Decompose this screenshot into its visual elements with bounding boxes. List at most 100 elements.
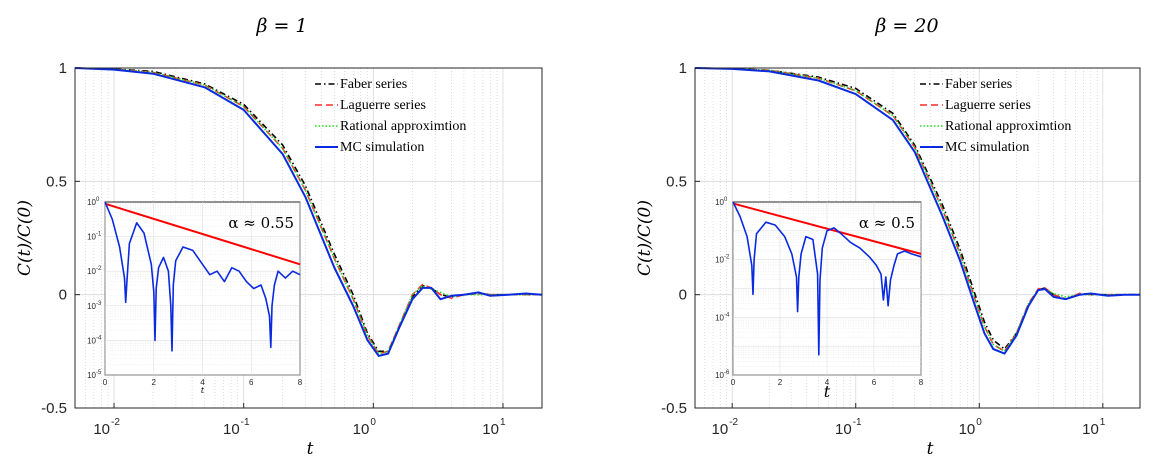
y-tick-label: 0 [679,287,687,304]
inset-y-tick-exponent: -4 [96,335,102,341]
legend-label: Laguerre series [340,98,426,113]
legend-label: Faber series [945,77,1012,92]
inset-y-tick-label: 10 0 [715,197,728,207]
legend-label: MC simulation [340,140,424,155]
panel-title: β = 1 [255,15,307,37]
inset-x-tick-label: 6 [249,378,254,387]
inset-x-tick-label: 8 [298,378,303,387]
inset-y-tick-label: 10 -4 [87,335,102,345]
series-layer [694,67,1140,355]
y-tick-label: 1 [679,60,687,77]
x-tick-exponent: 1 [500,417,506,428]
series-line-rational-approximtion [74,67,542,355]
series-layer [74,67,543,357]
y-tick-label: -0.5 [41,400,67,417]
inset-y-tick-label: 10 -4 [715,312,730,322]
x-tick-label: 10 -2 [712,417,739,438]
inset-y-tick-base: 10 [87,267,96,276]
y-tick-label: 0 [59,287,67,304]
inset-y-tick-base: 10 [87,233,96,242]
x-tick-exponent: -2 [729,417,738,428]
x-axis-label: t [927,439,934,459]
x-tick-base: 10 [353,421,370,438]
inset-y-tick-exponent: 0 [724,197,728,203]
legend: Faber series Laguerre series Rational appr… [920,77,1071,155]
legend-label: MC simulation [945,140,1029,155]
inset-x-tick-label: 0 [731,378,736,387]
series-line-faber-series [694,67,1140,350]
y-tick-label: 0.5 [666,173,687,190]
x-tick-label: 10 -1 [223,417,250,438]
inset-y-tick-exponent: 0 [96,197,100,203]
legend-label: Laguerre series [945,98,1031,113]
inset-y-tick-label: 10 -6 [715,370,730,380]
x-tick-exponent: 0 [976,417,982,428]
inset-x-axis-label: t [201,386,205,395]
inset-y-tick-base: 10 [87,336,96,345]
plot-frame [694,67,1141,409]
inset-y-tick-base: 10 [87,371,96,380]
inset-x-tick-label: 2 [152,378,157,387]
inset-x-axis-label: t [824,382,831,401]
inset-x-tick-label: 2 [778,378,783,387]
y-axis-label: C(t)/C(0) [15,200,35,276]
inset-y-tick-base: 10 [87,302,96,311]
legend: Faber series Laguerre series Rational appr… [315,77,466,155]
x-tick-base: 10 [959,421,976,438]
inset-fit-line [104,202,301,266]
inset-annotation: α ≈ 0.5 [859,214,915,232]
inset-y-tick-exponent: -4 [724,312,730,318]
inset-y-tick-base: 10 [715,256,724,265]
x-tick-base: 10 [93,421,110,438]
inset-x-tick-label: 4 [200,378,205,387]
inset-y-tick-label: 10 -1 [87,232,102,242]
series-line-mc-simulation [74,67,543,357]
legend-label: Faber series [340,77,407,92]
inset-x-tick-label: 8 [919,378,924,387]
inset-fit-line [732,202,922,255]
x-tick-base: 10 [835,421,852,438]
x-tick-exponent: -2 [111,417,120,428]
inset-mc-trace [732,201,922,356]
x-tick-label: 10 0 [959,417,983,438]
inset-x-tick-label: 6 [872,378,877,387]
inset-y-tick-exponent: -2 [724,255,730,261]
x-tick-label: 10 0 [353,417,377,438]
y-tick-label: 0.5 [46,173,67,190]
x-tick-exponent: -1 [241,417,250,428]
x-tick-label: 10 -1 [835,417,862,438]
inset-y-tick-label: 10 -2 [715,255,730,265]
inset-y-tick-label: 10 -5 [87,370,102,380]
inset-mc-trace [104,201,301,352]
x-tick-base: 10 [482,421,499,438]
inset-y-tick-base: 10 [715,313,724,322]
inset-y-tick-base: 10 [715,371,724,380]
legend-label: Rational approximtion [945,119,1071,134]
inset-y-tick-exponent: -2 [96,266,102,272]
inset-y-tick-exponent: -6 [724,370,730,376]
y-axis-label: C(t)/C(0) [635,200,655,276]
x-tick-base: 10 [223,421,240,438]
legend-label: Rational approximtion [340,119,466,134]
inset-y-tick-exponent: -5 [96,370,102,376]
inset-x-tick-label: 4 [825,378,830,387]
series-line-mc-simulation [694,67,1140,355]
inset-y-tick-label: 10 -3 [87,301,102,311]
x-tick-base: 10 [1082,421,1099,438]
x-tick-base: 10 [712,421,729,438]
y-tick-label: -0.5 [661,400,687,417]
inset-y-tick-base: 10 [87,198,96,207]
x-tick-exponent: -1 [853,417,862,428]
x-tick-exponent: 1 [1100,417,1106,428]
panel-title: β = 20 [874,15,938,37]
inset-y-tick-label: 10 -2 [87,266,102,276]
inset-y-tick-exponent: -1 [96,232,102,238]
x-tick-exponent: 0 [370,417,376,428]
plot-frame [74,67,543,409]
series-line-rational-approximtion [694,67,1140,353]
